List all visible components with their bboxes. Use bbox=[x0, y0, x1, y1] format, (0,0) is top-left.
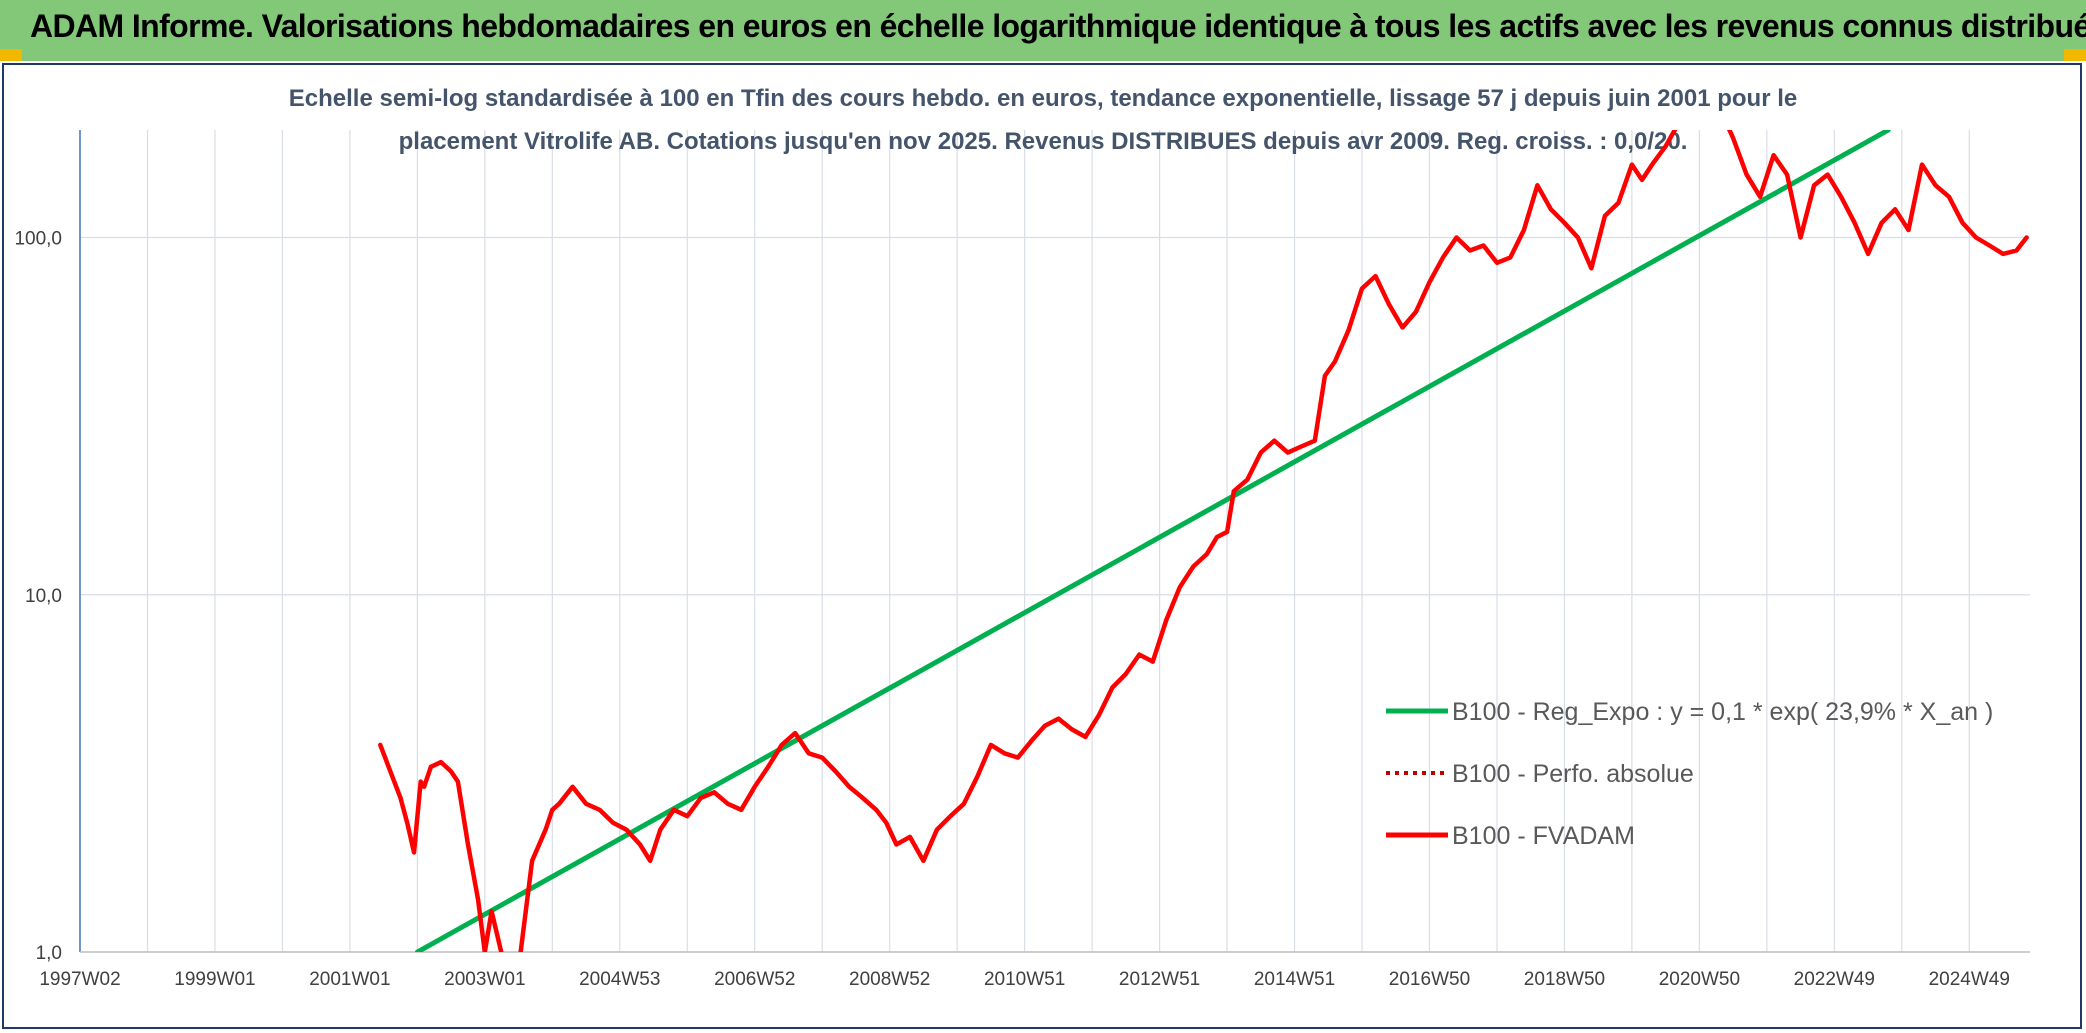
x-tick-label: 2004W53 bbox=[579, 969, 660, 990]
chart-subtitle-line-1: Echelle semi-log standardisée à 100 en T… bbox=[289, 85, 1797, 112]
x-tick-label: 2024W49 bbox=[1929, 969, 2010, 990]
fvadam-line bbox=[378, 130, 2029, 952]
x-tick-label: 2008W52 bbox=[849, 969, 930, 990]
x-tick-label: 2001W01 bbox=[309, 969, 390, 990]
x-tick-label: 2022W49 bbox=[1794, 969, 1875, 990]
corner-marker-left bbox=[0, 49, 22, 61]
x-tick-label: 2012W51 bbox=[1119, 969, 1200, 990]
x-tick-label: 1997W02 bbox=[39, 969, 120, 990]
legend-label: B100 - FVADAM bbox=[1452, 822, 1635, 850]
x-tick-label: 2016W50 bbox=[1389, 969, 1470, 990]
legend-label: B100 - Perfo. absolue bbox=[1452, 760, 1694, 788]
x-tick-label: 1999W01 bbox=[174, 969, 255, 990]
x-tick-label: 2014W51 bbox=[1254, 969, 1335, 990]
page-title: ADAM Informe. Valorisations hebdomadaire… bbox=[30, 8, 2086, 44]
y-tick-label: 1,0 bbox=[36, 943, 62, 964]
legend: B100 - Reg_Expo : y = 0,1 * exp( 23,9% *… bbox=[1386, 698, 1993, 850]
corner-marker-right bbox=[2064, 49, 2086, 61]
x-tick-label: 2018W50 bbox=[1524, 969, 1605, 990]
chart-frame: 1,0 10,0 100,0 1997W02 1999W01 2001W01 2003W01… bbox=[2, 63, 2082, 1029]
x-tick-label: 2020W50 bbox=[1659, 969, 1740, 990]
x-tick-label: 2006W52 bbox=[714, 969, 795, 990]
grid bbox=[79, 130, 2030, 953]
title-banner: ADAM Informe. Valorisations hebdomadaire… bbox=[0, 0, 2086, 61]
legend-label: B100 - Reg_Expo : y = 0,1 * exp( 23,9% *… bbox=[1452, 698, 1993, 726]
plot-area bbox=[378, 130, 2029, 952]
y-tick-label: 10,0 bbox=[25, 586, 62, 607]
y-tick-label: 100,0 bbox=[14, 229, 62, 250]
x-tick-label: 2003W01 bbox=[444, 969, 525, 990]
chart-subtitle-line-2: placement Vitrolife AB. Cotations jusqu'… bbox=[399, 128, 1688, 155]
x-tick-label: 2010W51 bbox=[984, 969, 1065, 990]
trend-line bbox=[414, 130, 1891, 952]
chart-area: 1,0 10,0 100,0 1997W02 1999W01 2001W01 2003W01… bbox=[14, 85, 2030, 990]
axes: 1,0 10,0 100,0 1997W02 1999W01 2001W01 2003W01… bbox=[14, 130, 2030, 990]
